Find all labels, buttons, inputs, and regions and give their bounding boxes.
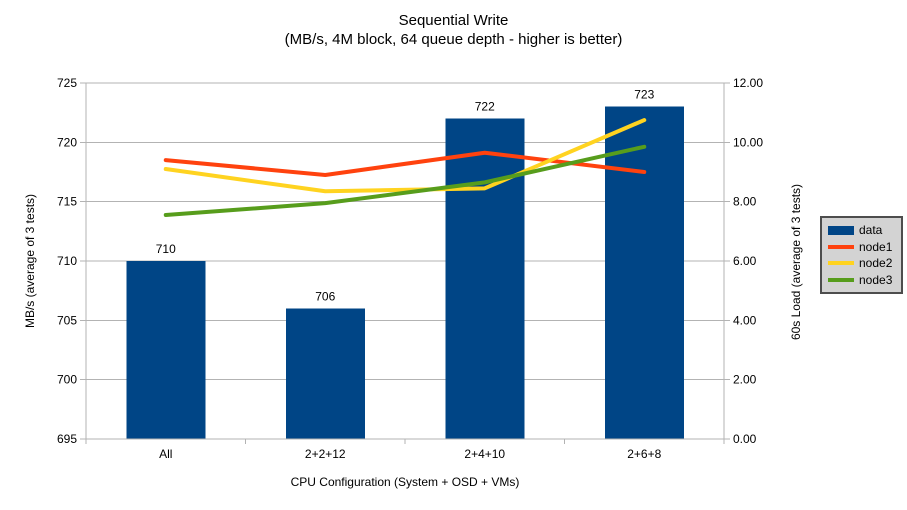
category-label: 2+6+8 xyxy=(627,447,661,461)
chart-title: Sequential Write xyxy=(398,12,509,29)
category-label: 2+4+10 xyxy=(464,447,505,461)
right-tick-label: 4.00 xyxy=(733,313,757,327)
bar-data-label: 723 xyxy=(634,88,654,102)
right-tick-label: 2.00 xyxy=(733,373,757,387)
legend-item-node3: node3 xyxy=(828,273,901,287)
left-tick-label: 710 xyxy=(57,254,77,268)
chart-subtitle: (MB/s, 4M block, 64 queue depth - higher… xyxy=(284,31,623,48)
node2-swatch xyxy=(828,261,854,266)
category-label: 2+2+12 xyxy=(305,447,346,461)
legend-item-node1: node1 xyxy=(828,240,901,254)
left-tick-label: 725 xyxy=(57,76,77,90)
bar-data-label: 710 xyxy=(156,242,176,256)
data-swatch xyxy=(828,225,854,235)
line-node1 xyxy=(163,150,647,177)
left-tick-label: 700 xyxy=(57,373,77,387)
line-node2 xyxy=(163,118,647,194)
right-tick-label: 6.00 xyxy=(733,254,757,268)
left-tick-label: 720 xyxy=(57,135,77,149)
legend-item-data: data xyxy=(828,223,901,237)
left-tick-label: 695 xyxy=(57,432,77,446)
legend: data node1 node2 node3 xyxy=(820,216,903,294)
x-axis-title: CPU Configuration (System + OSD + VMs) xyxy=(290,475,520,489)
right-tick-label: 8.00 xyxy=(733,195,757,209)
legend-item-node2: node2 xyxy=(828,256,901,270)
bar-All xyxy=(126,261,206,439)
legend-label: data xyxy=(859,223,883,238)
legend-label: node3 xyxy=(859,272,893,287)
right-tick-label: 12.00 xyxy=(733,76,763,90)
bar-2+4+10 xyxy=(445,118,525,439)
left-tick-label: 705 xyxy=(57,313,77,327)
line-node3 xyxy=(163,144,647,218)
legend-label: node1 xyxy=(859,239,893,254)
bar-2+2+12 xyxy=(285,308,365,439)
category-label: All xyxy=(159,447,172,461)
right-tick-label: 10.00 xyxy=(733,135,763,149)
chart-title-block: Sequential Write (MB/s, 4M block, 64 que… xyxy=(0,11,907,49)
legend-label: node2 xyxy=(859,256,893,271)
bar-data-label: 722 xyxy=(475,100,495,114)
bar-data-label: 706 xyxy=(315,289,335,303)
bar-2+6+8 xyxy=(604,106,684,439)
node1-swatch xyxy=(828,244,854,249)
right-tick-label: 0.00 xyxy=(733,432,757,446)
node3-swatch xyxy=(828,277,854,282)
left-tick-label: 715 xyxy=(57,195,77,209)
